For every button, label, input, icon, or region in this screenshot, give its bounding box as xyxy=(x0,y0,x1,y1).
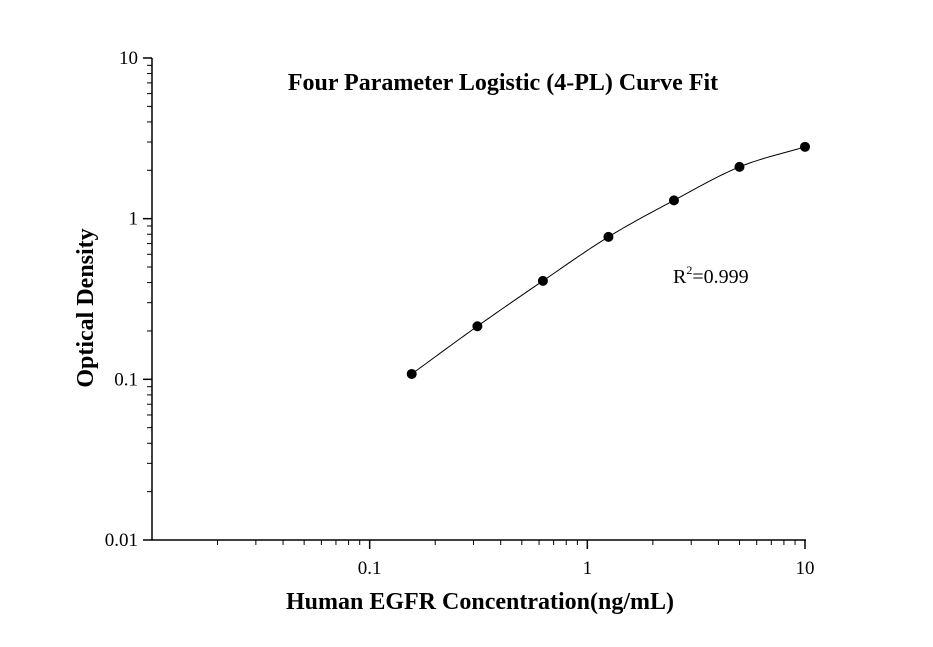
data-point xyxy=(734,161,745,172)
x-tick-label: 0.1 xyxy=(358,558,382,579)
data-point xyxy=(603,231,614,242)
data-point xyxy=(668,195,679,206)
data-point xyxy=(472,321,483,332)
x-axis-label: Human EGFR Concentration(ng/mL) xyxy=(286,589,674,615)
ticks: 0.1 1 10 0.01 0.1 1 10 xyxy=(105,48,815,579)
y-tick-label: 0.01 xyxy=(105,530,138,551)
fit-curve-layer xyxy=(411,146,806,375)
data-point xyxy=(406,368,417,379)
y-tick-label: 0.1 xyxy=(114,369,138,390)
y-tick-label: 10 xyxy=(119,48,138,69)
fit-curve xyxy=(411,146,806,375)
x-tick-label: 10 xyxy=(796,558,815,579)
y-axis-label: Optical Density xyxy=(73,228,99,387)
data-point xyxy=(537,275,548,286)
y-tick-label: 1 xyxy=(129,209,139,230)
r-squared-annotation: R2=0.999 xyxy=(673,263,749,288)
axes xyxy=(151,58,806,541)
data-point xyxy=(800,141,811,152)
chart-title: Four Parameter Logistic (4-PL) Curve Fit xyxy=(288,70,718,96)
x-tick-label: 1 xyxy=(583,558,593,579)
data-points xyxy=(406,141,811,379)
